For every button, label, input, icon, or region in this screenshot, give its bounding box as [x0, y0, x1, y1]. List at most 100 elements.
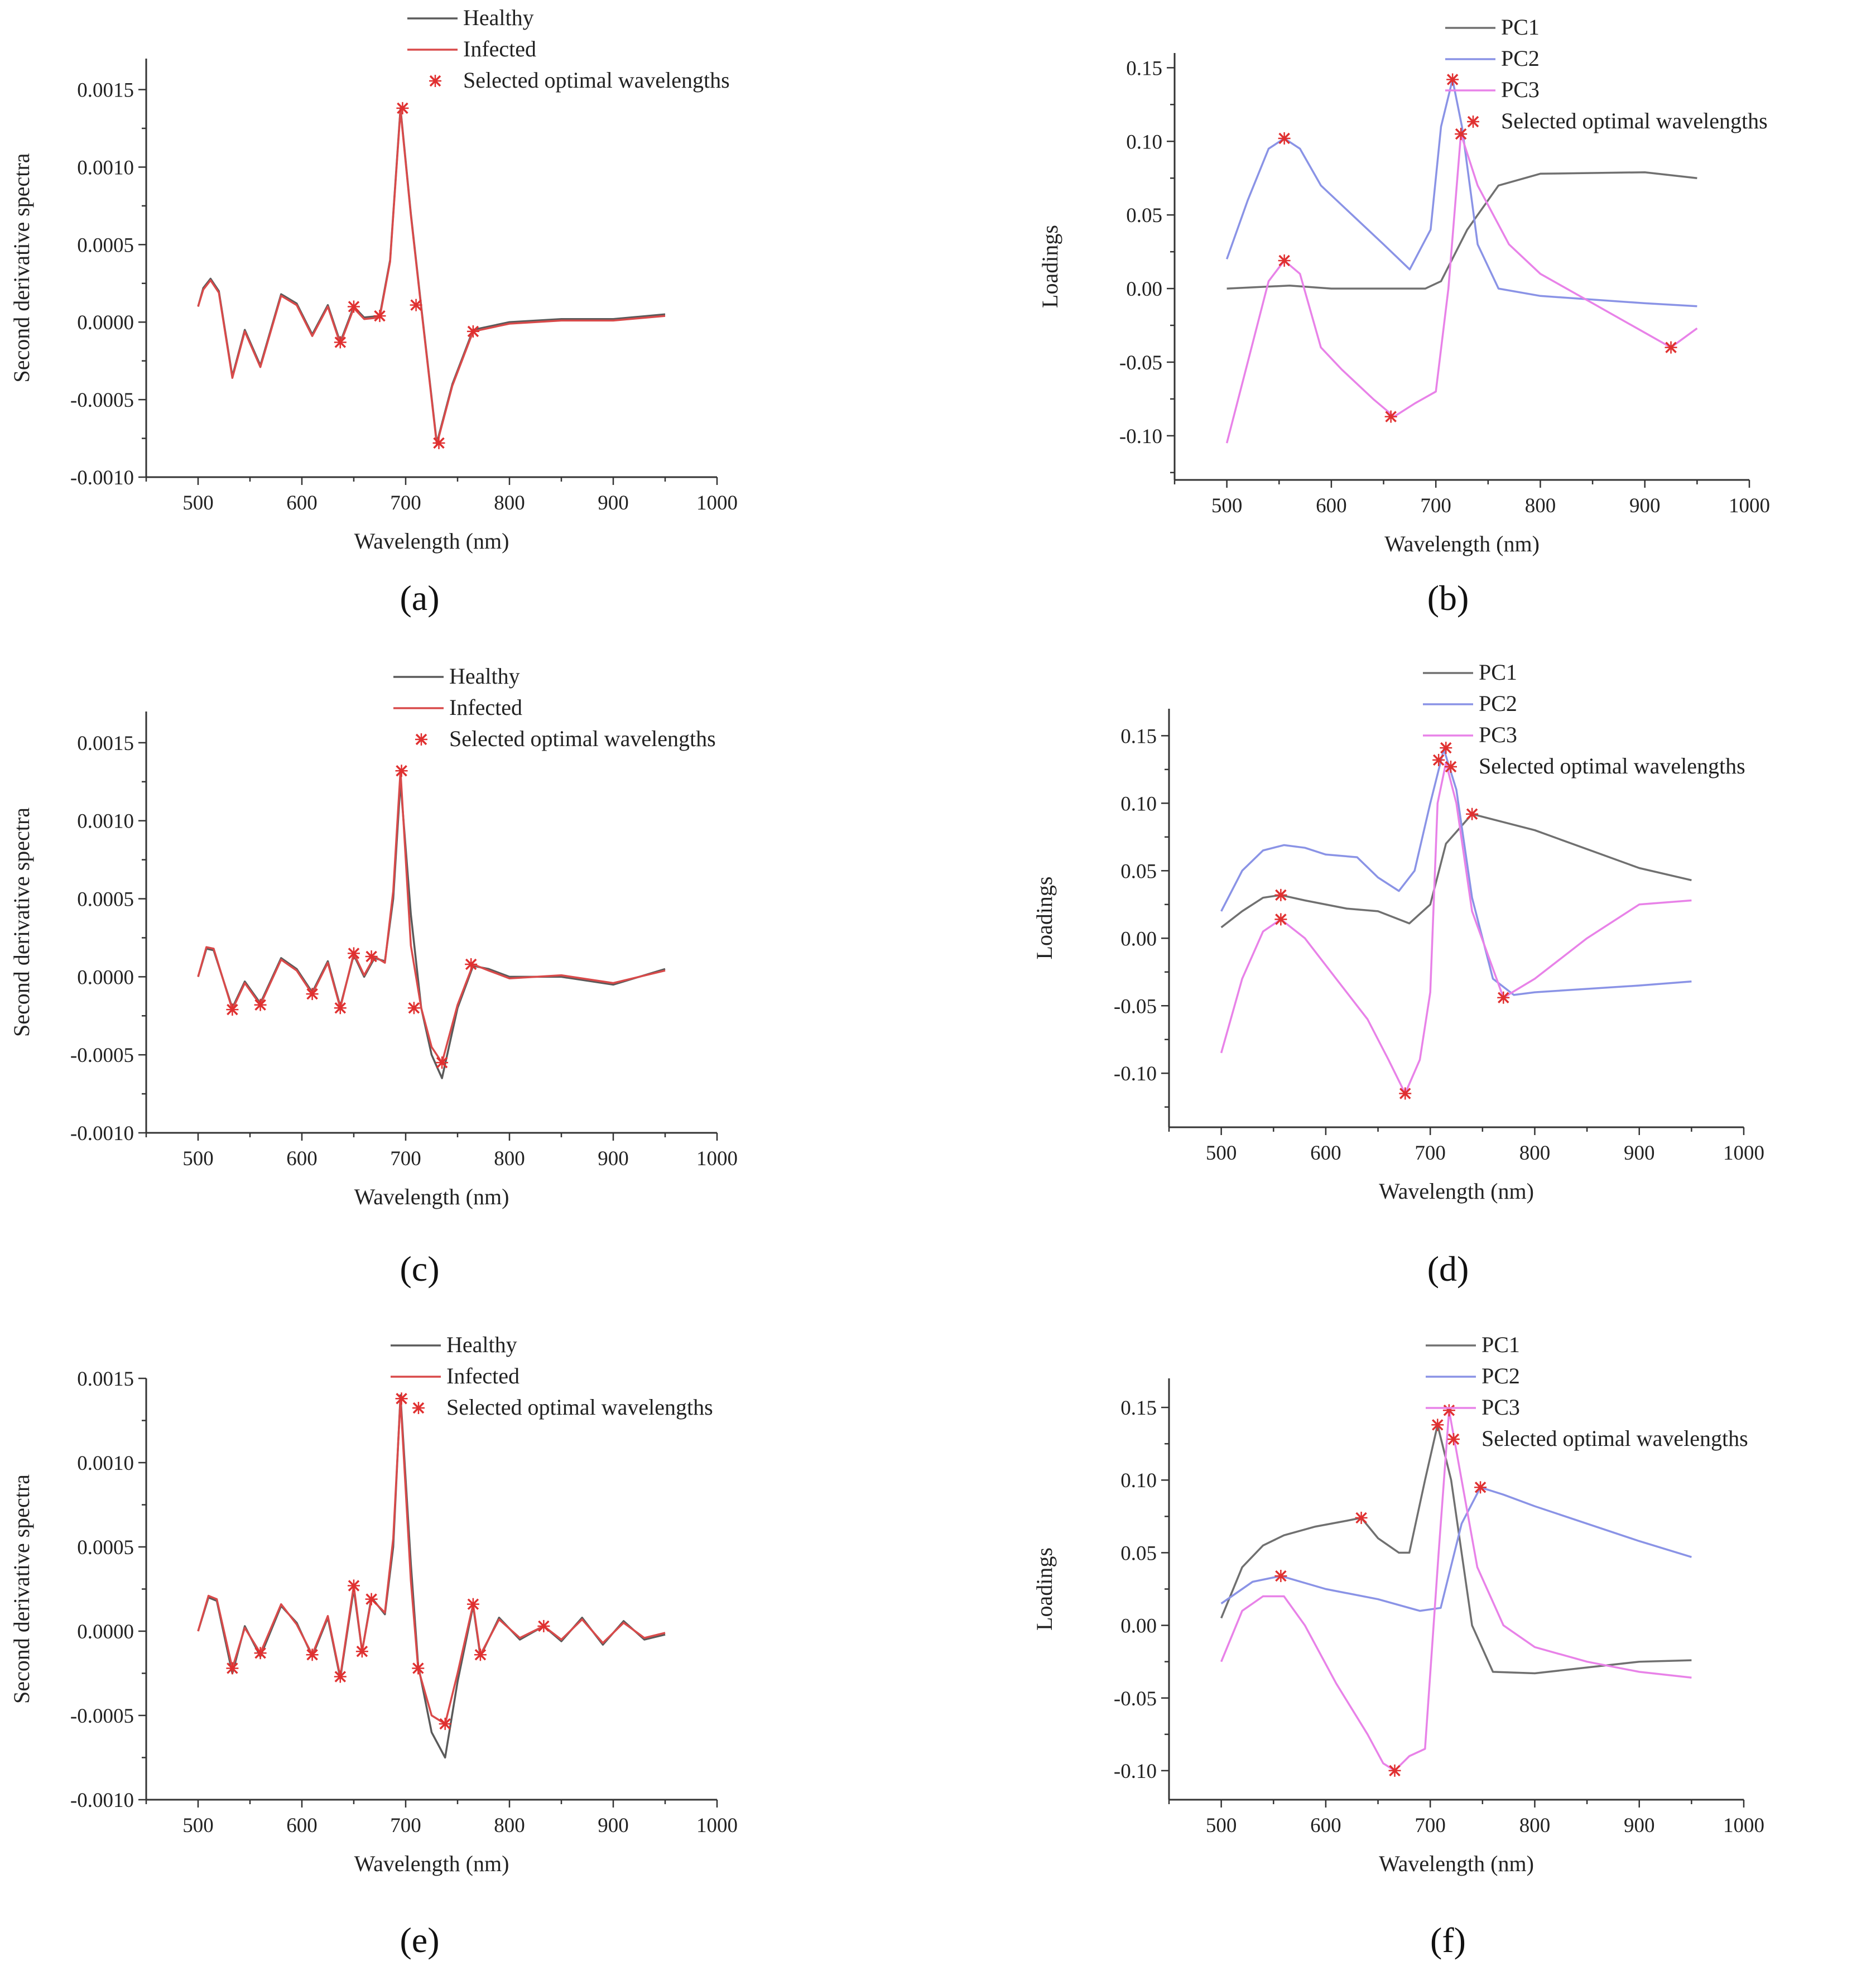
chart-f-marker-2	[1388, 1764, 1401, 1777]
chart-e-marker-4	[348, 1579, 360, 1592]
chart-c-xtick-label-0: 500	[182, 1147, 214, 1170]
chart-b-ytick-label-5: -0.10	[1119, 425, 1162, 448]
chart-e-legend-swatch-2	[412, 1402, 425, 1414]
chart-d-marker-2	[1399, 1087, 1412, 1100]
chart-b-ytick-label-0: 0.15	[1126, 57, 1162, 80]
chart-d-series-pc2	[1220, 748, 1692, 996]
chart-a-marker-0	[334, 336, 347, 349]
chart-e-xtick-label-1: 600	[286, 1814, 318, 1837]
chart-d-marker-1	[1274, 913, 1287, 926]
chart-e-ytick-label-2: 0.0005	[77, 1536, 134, 1559]
chart-e-series-infected	[197, 1397, 666, 1725]
chart-d-ylabel: Loadings	[1032, 877, 1057, 960]
chart-e: 500 600 700 800 900 1000 0.0015 0.0010 0.0005 0.0…	[9, 1332, 738, 1876]
chart-f-xtick-label-4: 900	[1624, 1814, 1655, 1837]
chart-f-xtick-label-3: 800	[1519, 1814, 1551, 1837]
chart-f-xtick-label-5: 1000	[1723, 1814, 1764, 1837]
chart-b-marker-2	[1384, 410, 1397, 423]
chart-c-ytick-label-3: 0.0000	[77, 966, 134, 989]
chart-b-series-pc1	[1226, 171, 1697, 290]
chart-e-marker-11	[474, 1648, 487, 1661]
chart-d-xtick-label-0: 500	[1206, 1142, 1237, 1165]
chart-e-marker-9	[439, 1718, 451, 1731]
chart-d-legend-label-2: PC3	[1479, 722, 1517, 747]
panel-label-c: (c)	[400, 1249, 439, 1289]
chart-d-xlabel: Wavelength (nm)	[1379, 1179, 1534, 1204]
chart-c-marker-0	[226, 1003, 239, 1016]
chart-c-xtick-label-2: 700	[390, 1147, 421, 1170]
chart-b-marker-0	[1278, 132, 1291, 145]
chart-a-legend-label-2: Selected optimal wavelengths	[463, 68, 730, 93]
chart-b-ytick-label-2: 0.05	[1126, 204, 1162, 227]
chart-d-xtick-label-2: 700	[1415, 1142, 1446, 1165]
panel-label-d: (d)	[1427, 1249, 1469, 1289]
chart-f-xtick-label-1: 600	[1310, 1814, 1341, 1837]
chart-f-series-pc1	[1220, 1424, 1692, 1675]
chart-f-marker-3	[1431, 1419, 1444, 1431]
chart-f-marker-5	[1474, 1481, 1487, 1494]
chart-d-legend-label-1: PC2	[1479, 691, 1517, 716]
chart-c-marker-7	[407, 1002, 420, 1015]
chart-e-xtick-label-3: 800	[494, 1814, 525, 1837]
chart-c-legend-label-1: Infected	[449, 695, 522, 720]
chart-a-marker-6	[466, 325, 479, 338]
chart-c-ytick-label-4: -0.0005	[70, 1044, 134, 1067]
chart-e-marker-6	[365, 1593, 378, 1606]
chart-e-marker-12	[537, 1619, 550, 1632]
chart-e-marker-7	[395, 1392, 408, 1405]
chart-d-ytick-label-2: 0.05	[1120, 860, 1157, 883]
chart-f-legend-label-3: Selected optimal wavelengths	[1481, 1426, 1748, 1451]
chart-f-legend-swatch-3	[1447, 1433, 1460, 1445]
chart-a-xtick-label-1: 600	[286, 492, 318, 515]
chart-b: 500 600 700 800 900 1000 0.15 0.10 0.05 0.00 -0.05…	[1037, 15, 1770, 556]
chart-f: 500 600 700 800 900 1000 0.15 0.10 0.05 0.00 -0.05…	[1032, 1332, 1764, 1876]
chart-f-ytick-label-2: 0.05	[1120, 1542, 1157, 1565]
chart-a-ylabel: Second derivative spectra	[9, 153, 34, 382]
chart-b-marker-3	[1446, 73, 1459, 86]
chart-d-ytick-label-4: -0.05	[1114, 995, 1157, 1018]
chart-a-marker-3	[396, 102, 409, 114]
chart-c-legend-swatch-2	[415, 733, 427, 746]
panel-label-f: (f)	[1430, 1920, 1466, 1960]
panel-label-b: (b)	[1427, 578, 1469, 618]
chart-a-xtick-label-2: 700	[390, 492, 421, 515]
chart-e-ytick-label-1: 0.0010	[77, 1452, 134, 1475]
chart-d-legend-swatch-3	[1445, 761, 1457, 773]
chart-f-legend-label-2: PC3	[1481, 1395, 1520, 1420]
chart-a: 500 600 700 800 900 1000 0.0015 0.0010 0.0005 0.0…	[9, 5, 738, 554]
chart-c-marker-6	[395, 765, 408, 777]
chart-e-legend-label-0: Healthy	[446, 1332, 517, 1357]
panel-label-a: (a)	[400, 578, 439, 618]
chart-c-xlabel: Wavelength (nm)	[354, 1184, 509, 1209]
chart-e-ytick-label-5: -0.0010	[70, 1789, 134, 1812]
chart-a-legend-label-1: Infected	[463, 36, 536, 61]
chart-b-xtick-label-5: 1000	[1729, 494, 1770, 517]
chart-b-legend-label-3: Selected optimal wavelengths	[1501, 108, 1768, 133]
chart-d-xtick-label-5: 1000	[1723, 1142, 1764, 1165]
chart-f-ytick-label-4: -0.05	[1114, 1688, 1157, 1710]
chart-c-marker-8	[436, 1056, 449, 1069]
chart-a-ytick-label-5: -0.0010	[70, 467, 134, 489]
chart-a-ytick-label-4: -0.0005	[70, 389, 134, 412]
chart-a-ytick-label-3: 0.0000	[77, 311, 134, 334]
chart-c-ylabel: Second derivative spectra	[9, 807, 34, 1037]
chart-b-xtick-label-4: 900	[1629, 494, 1661, 517]
chart-d-marker-0	[1274, 888, 1287, 901]
chart-e-marker-3	[334, 1670, 347, 1683]
chart-a-ytick-label-2: 0.0005	[77, 234, 134, 257]
chart-c-marker-3	[334, 1002, 347, 1015]
chart-b-series-pc3	[1225, 133, 1698, 444]
chart-e-ytick-label-3: 0.0000	[77, 1621, 134, 1643]
chart-a-ytick-label-0: 0.0015	[77, 79, 134, 102]
chart-e-marker-10	[466, 1598, 479, 1611]
chart-e-marker-1	[254, 1647, 267, 1660]
chart-c-ytick-label-1: 0.0010	[77, 810, 134, 833]
chart-e-series-healthy	[197, 1394, 666, 1759]
chart-b-xtick-label-1: 600	[1316, 494, 1347, 517]
chart-d-legend-label-0: PC1	[1479, 660, 1517, 685]
chart-b-ytick-label-1: 0.10	[1126, 131, 1162, 153]
chart-a-xtick-label-3: 800	[494, 492, 525, 515]
chart-d-marker-4	[1440, 742, 1452, 754]
chart-d-legend-label-3: Selected optimal wavelengths	[1479, 753, 1745, 778]
chart-c-ytick-label-2: 0.0005	[77, 888, 134, 911]
